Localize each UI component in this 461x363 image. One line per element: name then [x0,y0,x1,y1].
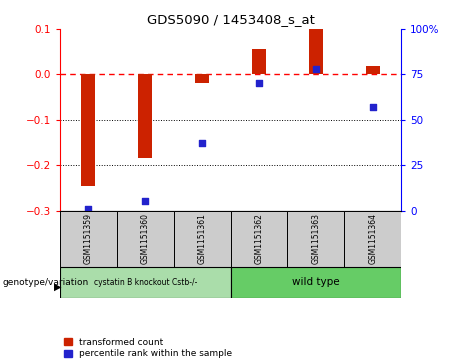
Bar [117,211,174,267]
Bar [138,74,152,158]
Bar [81,74,95,185]
Text: GSM1151361: GSM1151361 [198,213,207,264]
Point [255,81,263,86]
Text: GSM1151359: GSM1151359 [84,213,93,264]
Bar [174,211,230,267]
Bar [287,211,344,267]
Text: GSM1151360: GSM1151360 [141,213,150,264]
Point [198,140,206,146]
Point [369,104,376,110]
Bar [252,49,266,74]
Text: cystatin B knockout Cstb-/-: cystatin B knockout Cstb-/- [94,278,197,287]
Bar [230,211,287,267]
Point [142,199,149,204]
Bar [344,211,401,267]
Point [85,206,92,212]
Text: ▶: ▶ [54,282,62,292]
Text: GSM1151363: GSM1151363 [311,213,320,264]
Text: wild type: wild type [292,277,340,287]
Text: GSM1151362: GSM1151362 [254,213,263,264]
Bar [230,267,401,298]
Text: genotype/variation: genotype/variation [2,278,89,287]
Legend: transformed count, percentile rank within the sample: transformed count, percentile rank withi… [65,338,232,359]
Bar [60,267,230,298]
Bar [309,29,323,74]
Point [312,66,319,72]
Title: GDS5090 / 1453408_s_at: GDS5090 / 1453408_s_at [147,13,314,26]
Bar [366,66,380,74]
Bar [60,211,117,267]
Text: GSM1151364: GSM1151364 [368,213,377,264]
Bar [195,74,209,83]
